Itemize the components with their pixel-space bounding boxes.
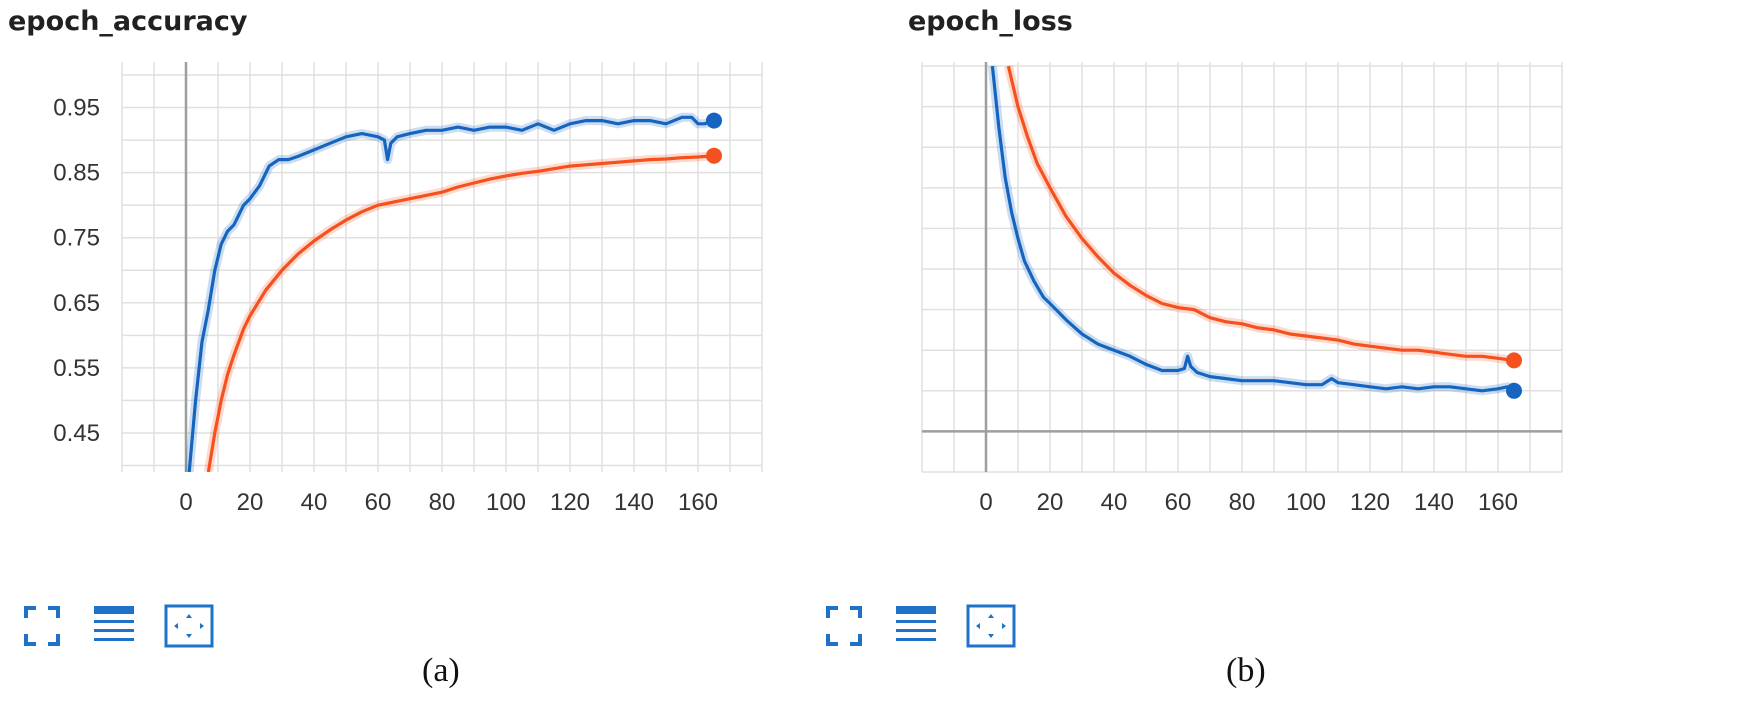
data-table-icon[interactable] [894, 604, 938, 648]
series-end-marker [706, 112, 722, 129]
fullscreen-icon[interactable] [824, 604, 864, 648]
fullscreen-icon[interactable] [22, 604, 62, 648]
x-tick-label: 100 [486, 489, 526, 516]
x-tick-label: 120 [550, 489, 590, 516]
series-line-raw [203, 151, 715, 472]
x-tick-label: 140 [1414, 489, 1454, 516]
x-tick-label: 100 [1286, 489, 1326, 516]
x-tick-label: 80 [429, 489, 456, 516]
chart-toolbar [824, 604, 1124, 654]
x-tick-label: 160 [678, 489, 718, 516]
series-line [990, 65, 1515, 393]
panel-epoch-loss: epoch_loss 00.40.81.21.60204060801001201… [826, 0, 1700, 706]
x-tick-label: 40 [301, 489, 328, 516]
y-tick-label: 0.55 [53, 355, 100, 382]
y-tick-label: 0.75 [53, 225, 100, 252]
chart-plot: 0.45 0.55 0.65 0.75 0.85 0.95 0 20 40 60 80 100 120 1… [53, 62, 763, 516]
x-tick-label: 40 [1101, 489, 1128, 516]
series-end-marker [1506, 352, 1522, 369]
y-tick-label: 0.45 [53, 420, 100, 447]
y-tick-label: 0.65 [53, 290, 100, 317]
x-tick-label: 160 [1478, 489, 1518, 516]
x-tick-label: 140 [614, 489, 654, 516]
chart-title: epoch_loss [908, 6, 1073, 37]
panel-epoch-accuracy: epoch_accuracy 0.45 0.55 0.65 0.75 0.85 0.95 0… [0, 0, 800, 706]
caption-a: (a) [422, 652, 460, 689]
grid [921, 62, 1563, 473]
series-line [187, 115, 715, 472]
x-tick-label: 20 [1037, 489, 1064, 516]
series-line-raw [1004, 65, 1515, 365]
x-tick-label: 60 [1165, 489, 1192, 516]
x-tick-label: 20 [237, 489, 264, 516]
series-line [206, 154, 715, 472]
chart-toolbar [22, 604, 322, 654]
y-tick-label: 0.85 [53, 160, 100, 187]
y-tick-label: 0.95 [53, 95, 100, 122]
x-tick-label: 80 [1229, 489, 1256, 516]
caption-b: (b) [1226, 652, 1266, 689]
series-line [1006, 65, 1515, 362]
fit-domain-icon[interactable] [164, 604, 214, 648]
data-table-icon[interactable] [92, 604, 136, 648]
fit-domain-icon[interactable] [966, 604, 1016, 648]
series-end-marker [1506, 382, 1522, 399]
x-tick-label: 60 [365, 489, 392, 516]
x-tick-label: 0 [179, 489, 192, 516]
series-end-marker [706, 147, 722, 164]
x-tick-label: 120 [1350, 489, 1390, 516]
x-tick-label: 0 [979, 489, 992, 516]
chart-title: epoch_accuracy [8, 6, 248, 37]
chart-plot: 00.40.81.21.6020406080100120140160 [921, 62, 1563, 516]
